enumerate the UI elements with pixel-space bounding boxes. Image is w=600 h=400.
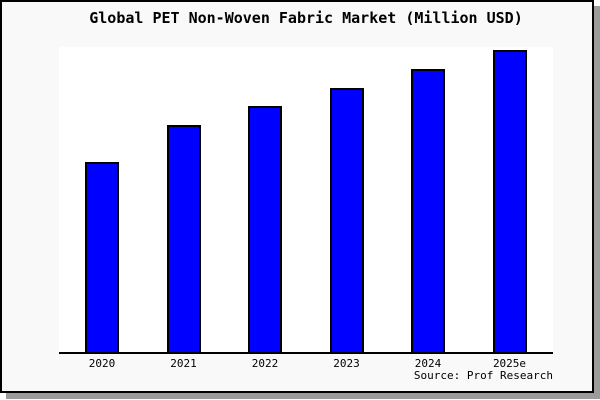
- source-credit: Source: Prof Research: [413, 369, 553, 382]
- bar-2020: [85, 162, 119, 352]
- x-tick-label-2020: 2020: [88, 357, 116, 370]
- bar-2024: [411, 69, 445, 352]
- bar-2025e: [492, 50, 527, 352]
- chart-title: Global PET Non-Woven Fabric Market (Mill…: [89, 9, 523, 27]
- bar-2023: [329, 88, 364, 352]
- x-tick-label-2024: 2024: [414, 357, 442, 370]
- bar-2022: [248, 106, 282, 352]
- x-tick-label-2025e: 2025e: [492, 357, 527, 370]
- x-axis-labels: 2020 2021 2022 2023 2024 2025e: [59, 357, 553, 373]
- plot-area: [59, 47, 553, 354]
- x-tick-label-2023: 2023: [333, 357, 360, 370]
- x-tick-label-2021: 2021: [170, 357, 197, 370]
- chart-frame: Global PET Non-Woven Fabric Market (Mill…: [0, 0, 594, 393]
- x-tick-label-2022: 2022: [251, 357, 279, 370]
- bar-2021: [166, 125, 201, 352]
